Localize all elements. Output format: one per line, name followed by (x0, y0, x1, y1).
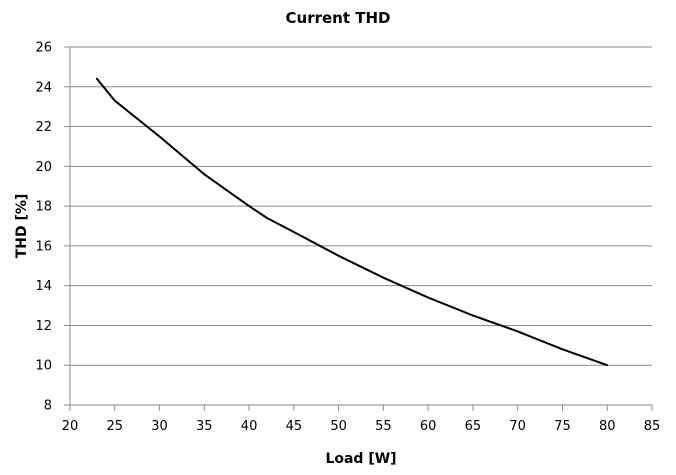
x-tick-label: 20 (62, 419, 79, 434)
y-tick-label: 12 (35, 319, 52, 334)
gridlines (70, 46, 652, 366)
x-axis-label: Load [W] (325, 451, 396, 467)
x-tick-label: 65 (465, 419, 482, 434)
x-tick-label: 50 (330, 419, 347, 434)
x-tick-label: 40 (241, 419, 258, 434)
x-tick-label: 30 (151, 419, 168, 434)
x-tick-label: 70 (509, 419, 526, 434)
x-tick-label: 55 (375, 419, 392, 434)
data-series (95, 77, 609, 367)
y-axis-label: THD [%] (14, 194, 30, 259)
x-tick-label: 45 (286, 419, 303, 434)
y-tick-label: 14 (35, 279, 52, 294)
y-tick-label: 26 (35, 41, 52, 56)
y-tick-label: 8 (44, 399, 52, 414)
axes (64, 46, 653, 411)
x-tick-label: 85 (644, 419, 661, 434)
x-tick-label: 35 (196, 419, 213, 434)
x-tick-labels: 20 25 30 35 40 45 50 55 60 65 70 75 80 85 (62, 419, 661, 434)
x-tick-label: 80 (599, 419, 616, 434)
y-tick-label: 22 (35, 120, 52, 135)
chart-title: Current THD (286, 9, 391, 27)
y-tick-label: 18 (35, 200, 52, 215)
x-tick-label: 60 (420, 419, 437, 434)
y-tick-labels: 8 10 12 14 16 18 20 22 24 26 (35, 41, 52, 414)
x-tick-label: 75 (554, 419, 571, 434)
y-tick-label: 16 (35, 239, 52, 254)
y-tick-label: 20 (35, 160, 52, 175)
y-tick-label: 10 (35, 359, 52, 374)
x-tick-label: 25 (106, 419, 123, 434)
y-tick-label: 24 (35, 80, 52, 95)
series-line-0 (95, 77, 609, 367)
